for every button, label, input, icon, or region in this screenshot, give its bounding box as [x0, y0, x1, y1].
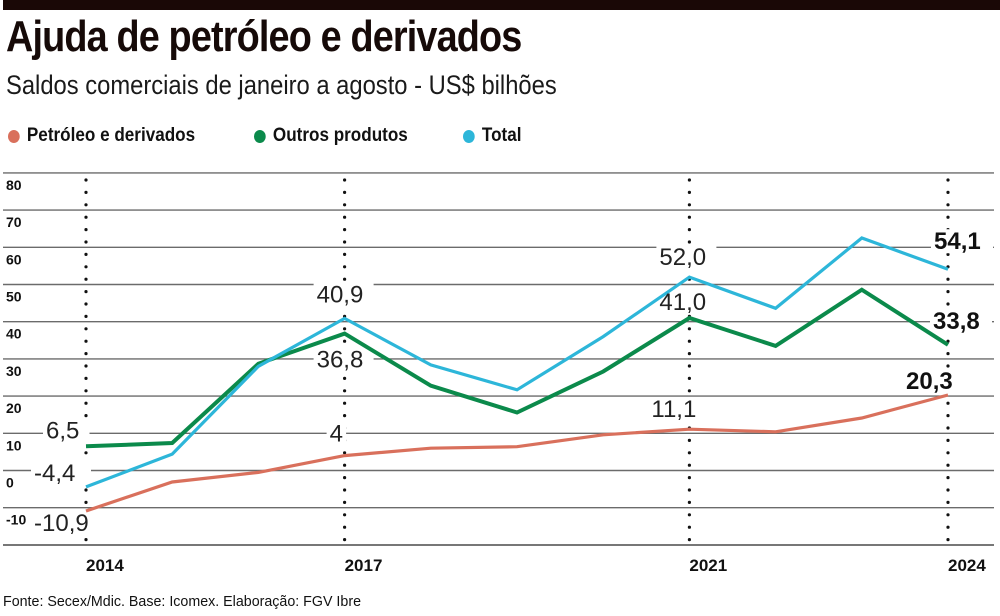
chart-title: Ajuda de petróleo e derivados — [6, 12, 522, 61]
legend-dot-outros — [253, 129, 266, 143]
y-tick-label: 30 — [6, 363, 22, 379]
data-label-background — [656, 245, 717, 270]
legend-dot-total — [462, 129, 475, 143]
data-label-background — [313, 347, 374, 372]
series-lines — [85, 236, 950, 513]
data-label-background — [43, 418, 90, 443]
data-label: 11,1 — [651, 396, 696, 423]
y-tick-label: 80 — [6, 177, 22, 193]
series-line-petroleo — [85, 393, 949, 513]
x-tick-label: 2017 — [345, 556, 383, 575]
y-tick-label: 60 — [6, 251, 22, 267]
data-label: 36,8 — [317, 347, 364, 374]
data-label-background — [31, 511, 105, 536]
data-label: -4,4 — [34, 460, 75, 487]
x-axis-ticks: 2014 2017 2021 2024 — [86, 556, 986, 575]
y-tick-label: 70 — [6, 214, 22, 230]
legend-item-outros: Outros produtos — [253, 125, 408, 147]
data-label: 4 — [330, 421, 343, 448]
data-label: -10,9 — [34, 510, 89, 537]
data-label-background — [326, 421, 347, 446]
data-label-background — [648, 397, 709, 422]
data-label: 54,1 — [934, 228, 981, 255]
y-tick-label: 20 — [6, 400, 22, 416]
legend-item-total: Total — [462, 125, 522, 147]
data-label: 33,8 — [933, 308, 980, 335]
legend-dot-petroleo — [8, 129, 20, 143]
y-tick-label: 0 — [6, 475, 14, 491]
x-tick-label: 2014 — [86, 556, 124, 575]
series-line-total — [85, 236, 949, 489]
data-label: 40,9 — [317, 281, 364, 308]
data-label: 6,5 — [46, 417, 79, 444]
data-label-background — [313, 282, 374, 307]
year-markers — [84, 178, 950, 547]
y-tick-label: -10 — [6, 512, 26, 528]
y-tick-label: 40 — [6, 326, 22, 342]
x-tick-label: 2024 — [948, 556, 986, 575]
y-tick-label: 10 — [6, 437, 22, 453]
data-label: 41,0 — [659, 289, 706, 316]
data-label-background — [930, 308, 992, 333]
legend-label-total: Total — [481, 125, 522, 146]
legend-item-petroleo: Petróleo e derivados — [8, 125, 195, 147]
series-line-outros — [85, 287, 950, 449]
data-label-background — [903, 368, 965, 393]
data-label: 52,0 — [659, 244, 706, 271]
data-label: 20,3 — [906, 368, 953, 395]
top-bar — [3, 0, 1000, 10]
data-label-background — [931, 229, 993, 254]
x-tick-label: 2021 — [689, 556, 727, 575]
chart-subtitle: Saldos comerciais de janeiro a agosto - … — [6, 70, 557, 100]
source-note: Fonte: Secex/Mdic. Base: Icomex. Elabora… — [3, 593, 362, 610]
y-tick-label: 50 — [6, 289, 22, 305]
legend-label-petroleo: Petróleo e derivados — [26, 125, 196, 146]
gridlines — [3, 172, 994, 546]
y-axis-ticks: 80 70 60 50 40 30 20 10 0 -10 — [6, 177, 26, 528]
data-label-background — [31, 460, 91, 485]
data-labels — [31, 229, 993, 536]
legend-label-outros: Outros produtos — [272, 125, 408, 146]
legend: Petróleo e derivados Outros produtos Tot… — [8, 125, 566, 147]
